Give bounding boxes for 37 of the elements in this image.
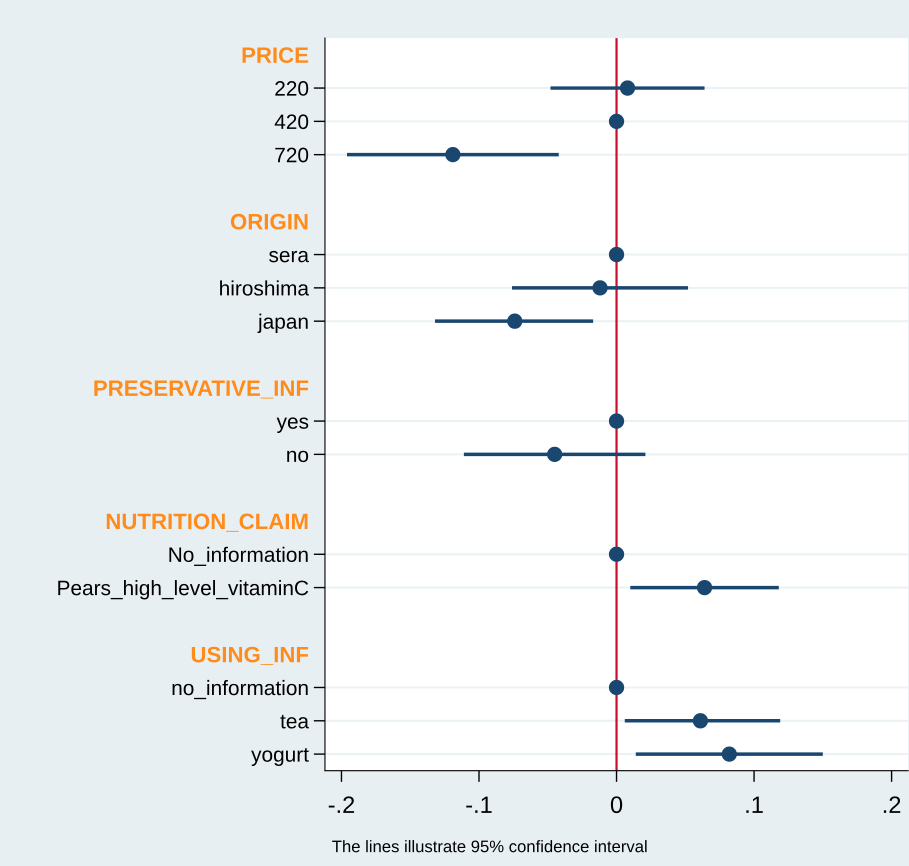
y-tick-label: 420 [274,114,308,130]
y-tick-label: tea [280,714,309,729]
y-tick-label: 720 [275,148,308,162]
point [608,546,624,562]
y-tick-label: 220 [275,81,308,96]
point [608,680,624,696]
x-tick-label: .2 [884,796,900,813]
x-tick-label: 0 [610,796,622,814]
y-tick-label: japan [258,314,308,334]
y-tick-label: sera [269,250,309,262]
x-tick-label: -.1 [466,796,492,813]
y-tick-label: ORIGIN [230,214,308,230]
y-tick-label: Pears_high_level_vitaminC [58,580,308,600]
point [547,446,562,462]
point [608,413,624,429]
point [692,713,708,728]
point [592,280,608,296]
point [507,314,522,329]
y-tick-label: NUTRITION_CLAIM [106,514,308,532]
point [620,80,636,96]
y-tick-label: hiroshima [220,280,309,296]
y-tick-label: no_information [172,680,308,700]
y-tick-label: yogurt [251,748,309,766]
point [445,147,461,162]
x-tick-label: -.2 [328,796,354,813]
y-tick-label: yes [276,417,308,433]
x-tick-label: .1 [746,796,763,813]
point [722,746,737,762]
y-tick-label: PRESERVATIVE_INF [94,380,308,399]
point [696,580,712,596]
y-tick-label: No_information [169,546,308,566]
point [608,246,624,262]
y-tick-label: USING_INF [192,646,308,665]
text: The lines illustrate 95% confidence interval [332,840,647,852]
y-tick-label: no [287,450,308,462]
point [608,114,624,129]
y-tick-label: PRICE [242,47,308,64]
